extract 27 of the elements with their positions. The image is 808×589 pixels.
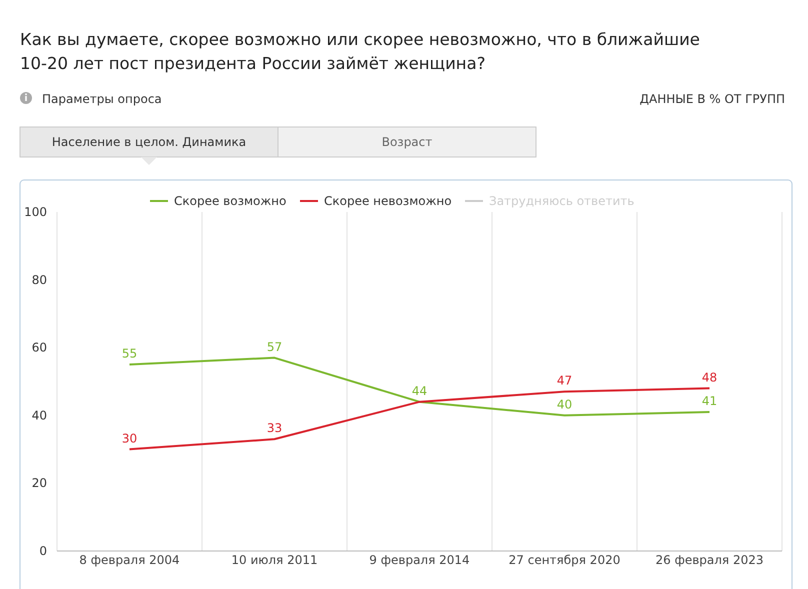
text: Возраст — [382, 135, 432, 149]
data-label: 55 — [122, 346, 138, 361]
y-tick-label: 60 — [32, 340, 47, 355]
data-label: 47 — [556, 374, 572, 388]
text: Параметры опроса — [42, 92, 162, 106]
text: Население в целом. Динамика — [52, 135, 246, 149]
data-label: 44 — [412, 384, 428, 398]
x-tick-label: 9 февраля 2014 — [369, 553, 470, 567]
y-tick-label: 20 — [32, 476, 47, 490]
y-tick-label: 40 — [32, 408, 47, 422]
x-tick-label: 27 сентября 2020 — [508, 553, 620, 567]
data-label: 48 — [702, 370, 718, 384]
text: ДАННЫЕ В % ОТ ГРУПП — [640, 92, 785, 106]
data-label: 41 — [702, 394, 718, 408]
data-label: 57 — [266, 340, 282, 354]
data-label: 33 — [266, 421, 282, 436]
y-tick-label: 0 — [39, 544, 47, 558]
chart-title: Как вы думаете, скорее возможно или скорее невозможно, что в ближайшие 10-20 лет пост президента России займёт женщина? — [20, 30, 700, 73]
y-tick-label: 100 — [24, 205, 47, 219]
data-label: 40 — [556, 397, 572, 412]
x-tick-label: 26 февраля 2023 — [655, 553, 764, 567]
x-tick-label: 10 июля 2011 — [231, 553, 318, 567]
legend-label: Скорее невозможно — [324, 194, 452, 208]
data-label: 30 — [122, 431, 138, 446]
legend-label: Скорее возможно — [174, 194, 286, 208]
x-tick-label: 8 февраля 2004 — [79, 553, 180, 567]
y-tick-label: 80 — [32, 272, 47, 287]
